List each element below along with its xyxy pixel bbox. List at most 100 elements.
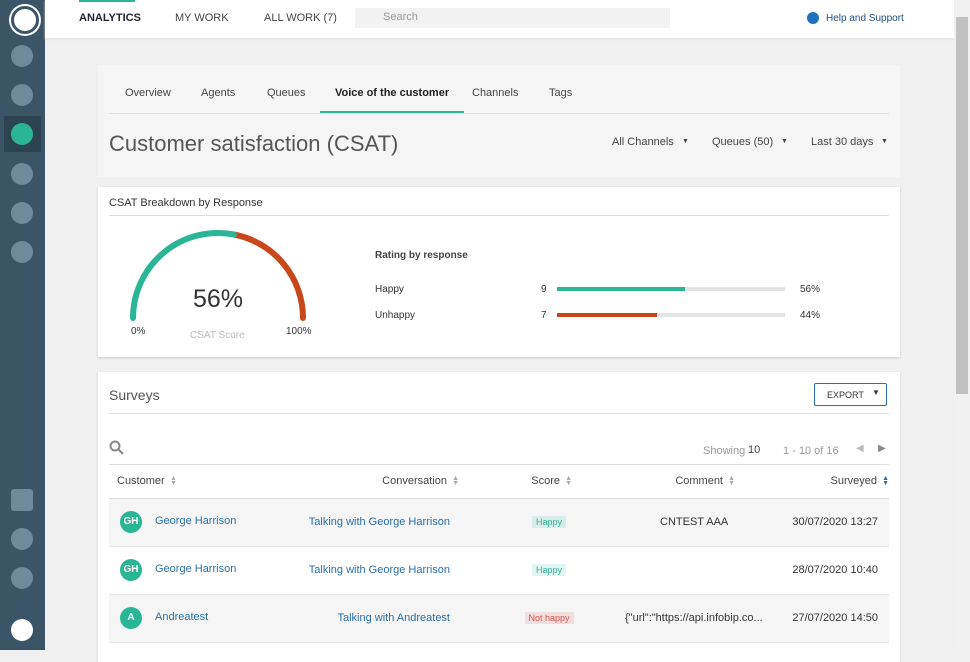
sidebar	[0, 0, 45, 650]
response-name: Happy	[375, 284, 404, 295]
sub-tab[interactable]: Tags	[549, 87, 573, 99]
comment: CNTEST AAA	[660, 516, 729, 528]
surveyed-date: 30/07/2020 13:27	[792, 516, 878, 528]
divider	[109, 464, 889, 465]
scroll-thumb[interactable]	[956, 17, 968, 394]
bar-track	[557, 313, 785, 317]
score-tag: Not happy	[524, 612, 574, 624]
conversation-link[interactable]: Talking with Andreatest	[337, 612, 450, 624]
comment: {"url":"https://api.infobip.co...	[625, 612, 763, 624]
filter[interactable]: Queues (50)	[712, 136, 774, 148]
nav-tab[interactable]: ANALYTICS	[79, 12, 141, 24]
sub-header: Customer satisfaction (CSAT) Overview Age…	[98, 65, 900, 177]
search-icon[interactable]	[109, 440, 125, 456]
avatar: A	[120, 607, 142, 629]
gauge-max: 100%	[286, 326, 312, 337]
apps-icon[interactable]	[11, 489, 33, 511]
rating-title: Rating by response	[375, 250, 468, 261]
gauge-value	[130, 230, 237, 321]
score-caption: CSAT Score	[190, 330, 245, 341]
filter[interactable]: All Channels	[612, 136, 674, 148]
search-box[interactable]: Search	[355, 8, 670, 28]
help-link[interactable]: Help and Support	[826, 13, 904, 24]
logo[interactable]	[11, 6, 39, 34]
filter[interactable]: Last 30 days	[811, 136, 874, 148]
inbox-icon[interactable]	[11, 84, 33, 106]
column-header[interactable]: Score	[531, 475, 560, 487]
score-tag: Happy	[532, 564, 567, 576]
home-icon[interactable]	[11, 45, 33, 67]
table-row: GH George Harrison Talking with George Har…	[109, 499, 889, 547]
caret: ▼	[872, 388, 880, 397]
csat-card: CSAT Breakdown by Response 56% CSAT Scor…	[98, 187, 900, 357]
search-placeholder: Search	[383, 11, 418, 23]
score-tag: Happy	[532, 516, 567, 528]
divider	[109, 413, 889, 414]
people-icon[interactable]	[11, 163, 33, 185]
bar	[557, 287, 685, 291]
sub-tab[interactable]: Voice of the customer	[335, 87, 450, 99]
range: 1 - 10 of 16	[783, 445, 839, 457]
customer-link[interactable]: George Harrison	[155, 515, 237, 527]
card-title: CSAT Breakdown by Response	[109, 197, 263, 209]
sub-tab[interactable]: Overview	[125, 87, 171, 99]
caret: ▼	[682, 138, 689, 145]
next-page[interactable]: ▶	[878, 443, 886, 454]
gauge-min: 0%	[131, 326, 146, 337]
bot-icon[interactable]	[11, 202, 33, 224]
customer-link[interactable]: George Harrison	[155, 563, 237, 575]
nav-tab[interactable]: ALL WORK (7)	[264, 12, 337, 24]
sort-icon: ▲ ▼	[728, 475, 735, 487]
help-icon[interactable]	[11, 528, 33, 550]
profile-icon[interactable]	[11, 619, 33, 641]
sort-icon: ▲ ▼	[565, 475, 572, 487]
surveys-card: Surveys EXPORT ▼ Showing 10 1 - 10 of 16…	[98, 372, 900, 662]
prev-page[interactable]: ◀	[856, 443, 864, 454]
avatar: GH	[120, 559, 142, 581]
customer-link[interactable]: Andreatest	[155, 611, 209, 623]
column-header[interactable]: Surveyed	[830, 475, 877, 487]
page-title: Customer satisfaction (CSAT)	[109, 131, 399, 156]
analytics-icon[interactable]	[11, 123, 33, 145]
surveyed-date: 27/07/2020 14:50	[792, 612, 878, 624]
surveyed-date: 28/07/2020 10:40	[792, 564, 878, 576]
sub-tab[interactable]: Queues	[267, 87, 306, 99]
gauge-track	[230, 231, 306, 321]
showing-label: Showing	[703, 445, 746, 457]
export-label: EXPORT	[827, 390, 864, 400]
page-size[interactable]: 10	[748, 444, 761, 456]
score: 56%	[193, 285, 244, 313]
gauge	[130, 230, 306, 321]
table-row: A Andreatest Talking with Andreatest Not ha…	[109, 595, 889, 643]
conversation-link[interactable]: Talking with George Harrison	[308, 516, 450, 528]
response-name: Unhappy	[375, 310, 416, 321]
top-bar: Search Help and Support ANALYTICS MY WORK…	[45, 0, 954, 38]
column-header[interactable]: Comment	[675, 475, 723, 487]
notifications-icon[interactable]	[11, 567, 33, 589]
caret: ▼	[781, 138, 788, 145]
sort-icon: ▲ ▼	[170, 475, 177, 487]
sort-icon: ▲ ▼	[882, 475, 889, 487]
help-icon	[807, 12, 819, 24]
response-count: 9	[541, 284, 547, 295]
column-header[interactable]: Customer	[117, 475, 165, 487]
active-underline	[79, 0, 135, 2]
divider	[109, 498, 889, 499]
surveys-title: Surveys	[109, 387, 160, 403]
response-percent: 44%	[800, 310, 821, 321]
response-percent: 56%	[800, 284, 821, 295]
scrollbar[interactable]	[954, 0, 970, 650]
sub-tab[interactable]: Agents	[201, 87, 236, 99]
conversation-link[interactable]: Talking with George Harrison	[308, 564, 450, 576]
active-underline	[320, 111, 464, 113]
sort-icon: ▲ ▼	[452, 475, 459, 487]
response-count: 7	[541, 310, 547, 321]
export-button[interactable]: EXPORT ▼	[814, 383, 887, 406]
nav-tab[interactable]: MY WORK	[175, 12, 229, 24]
sub-tab[interactable]: Channels	[472, 87, 519, 99]
reports-icon[interactable]	[11, 241, 33, 263]
column-header[interactable]: Conversation	[382, 475, 447, 487]
caret: ▼	[881, 138, 888, 145]
divider	[109, 113, 889, 114]
